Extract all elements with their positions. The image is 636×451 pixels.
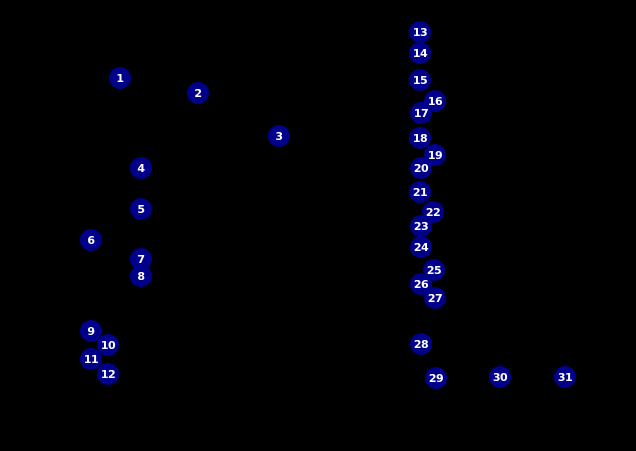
som-marker-label: 22: [425, 205, 441, 219]
som-marker-label: 23: [413, 219, 429, 233]
som-marker-13[interactable]: 13: [409, 21, 431, 43]
som-marker-label: 26: [413, 277, 429, 291]
som-marker-29[interactable]: 29: [425, 367, 447, 389]
som-marker-9[interactable]: 9: [80, 320, 102, 342]
som-marker-label: 4: [137, 161, 145, 175]
som-marker-4[interactable]: 4: [130, 157, 152, 179]
som-marker-label: 1: [116, 71, 124, 85]
som-marker-5[interactable]: 5: [130, 198, 152, 220]
som-marker-label: 5: [137, 202, 145, 216]
som-marker-label: 14: [412, 46, 428, 60]
som-marker-28[interactable]: 28: [410, 333, 432, 355]
som-marker-label: 2: [194, 86, 202, 100]
som-marker-label: 16: [427, 94, 443, 108]
som-marker-label: 10: [100, 338, 116, 352]
som-marker-label: 8: [137, 269, 145, 283]
som-marker-6[interactable]: 6: [80, 229, 102, 251]
som-marker-label: 18: [412, 131, 428, 145]
som-marker-12[interactable]: 12: [97, 363, 119, 385]
som-marker-14[interactable]: 14: [409, 42, 431, 64]
som-marker-label: 30: [492, 370, 508, 384]
som-marker-8[interactable]: 8: [130, 265, 152, 287]
som-marker-11[interactable]: 11: [80, 348, 102, 370]
som-marker-2[interactable]: 2: [187, 82, 209, 104]
som-marker-31[interactable]: 31: [554, 366, 576, 388]
som-marker-label: 7: [137, 252, 145, 266]
som-marker-7[interactable]: 7: [130, 248, 152, 270]
som-marker-label: 27: [427, 291, 443, 305]
som-marker-label: 12: [100, 367, 116, 381]
som-marker-20[interactable]: 20: [410, 157, 432, 179]
som-marker-label: 29: [428, 371, 444, 385]
som-marker-17[interactable]: 17: [410, 102, 432, 124]
som-marker-label: 28: [413, 337, 429, 351]
som-marker-23[interactable]: 23: [410, 215, 432, 237]
som-marker-label: 21: [412, 185, 428, 199]
som-marker-27[interactable]: 27: [424, 287, 446, 309]
som-marker-10[interactable]: 10: [97, 334, 119, 356]
som-marker-label: 17: [413, 106, 429, 120]
som-marker-label: 13: [412, 25, 428, 39]
som-marker-label: 25: [426, 263, 442, 277]
som-marker-label: 31: [557, 370, 573, 384]
som-marker-label: 20: [413, 161, 429, 175]
som-marker-label: 19: [427, 148, 443, 162]
som-marker-18[interactable]: 18: [409, 127, 431, 149]
som-marker-15[interactable]: 15: [409, 69, 431, 91]
som-marker-label: 9: [87, 324, 95, 338]
som-marker-label: 24: [413, 240, 429, 254]
som-marker-label: 3: [275, 129, 283, 143]
som-marker-3[interactable]: 3: [268, 125, 290, 147]
som-marker-label: 6: [87, 233, 95, 247]
som-marker-30[interactable]: 30: [489, 366, 511, 388]
som-marker-1[interactable]: 1: [109, 67, 131, 89]
som-marker-label: 11: [83, 352, 99, 366]
som-marker-24[interactable]: 24: [410, 236, 432, 258]
som-marker-label: 15: [412, 73, 428, 87]
som-marker-21[interactable]: 21: [409, 181, 431, 203]
